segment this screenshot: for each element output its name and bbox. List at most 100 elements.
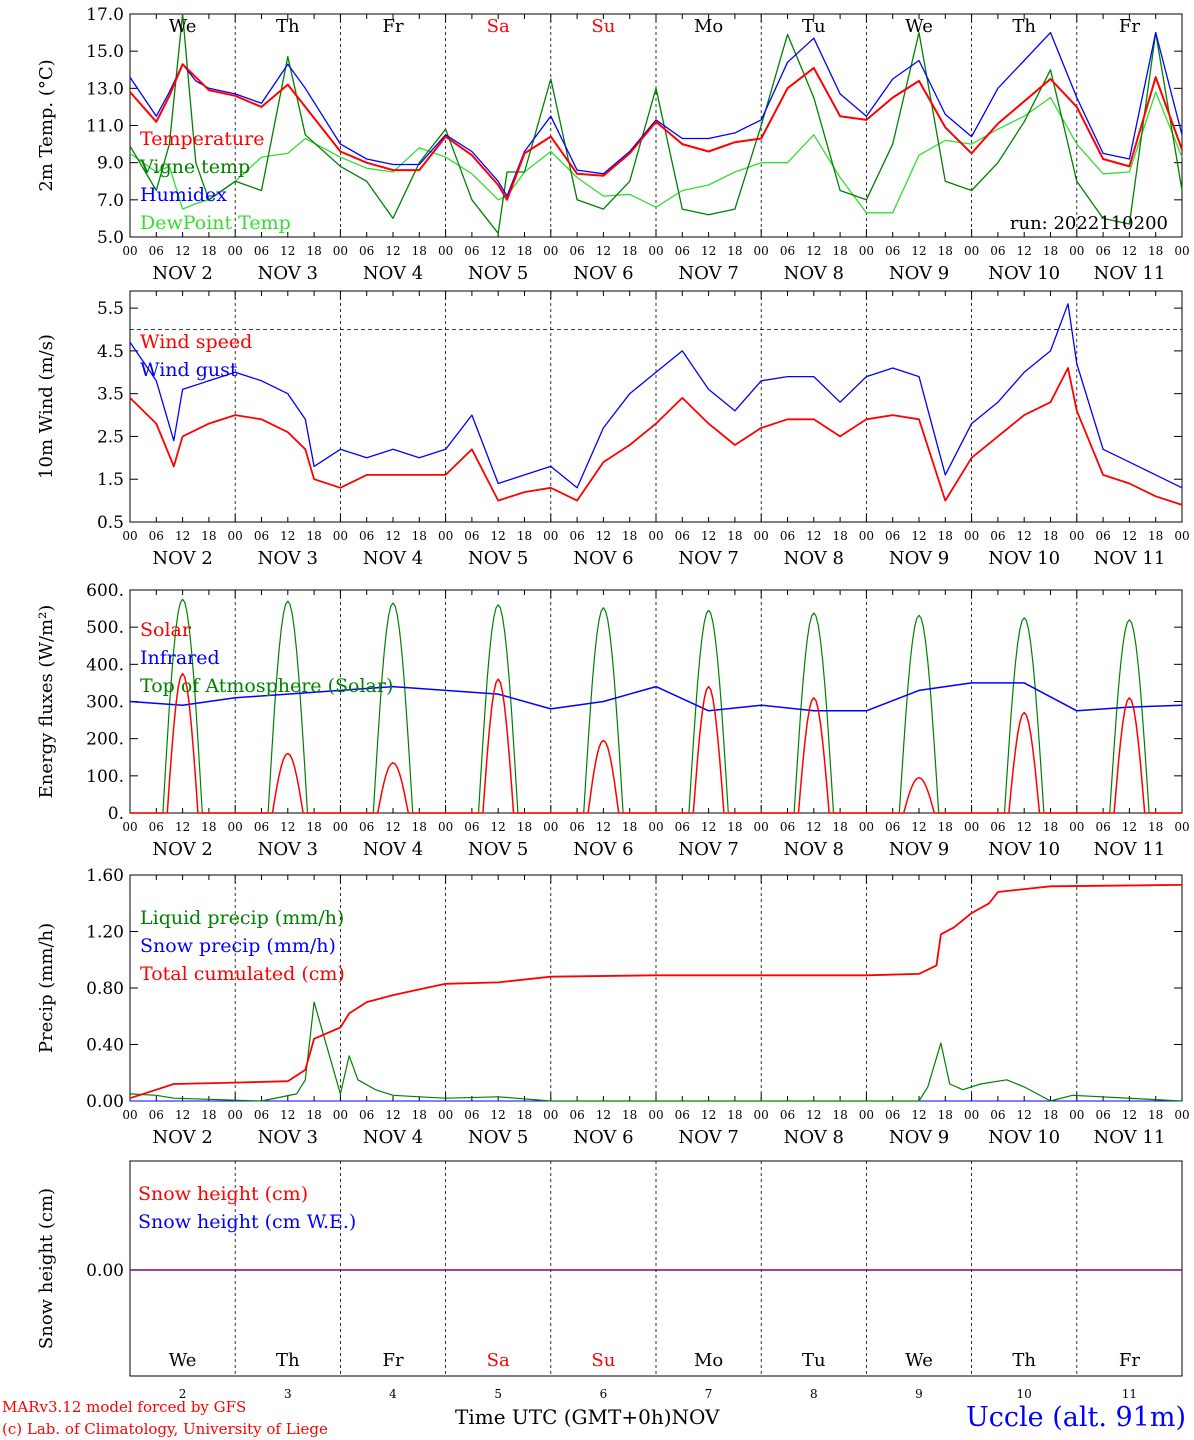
bottom-day-letter: Fr [1119,1350,1140,1371]
hour-tick-label: 12 [596,244,611,258]
hour-tick-label: 06 [780,820,795,834]
hour-tick-label: 00 [543,529,558,543]
bottom-day-number: 9 [915,1387,923,1401]
hour-tick-label: 06 [675,820,690,834]
hour-tick-label: 18 [306,820,321,834]
date-label: NOV 8 [784,839,844,860]
y-tick-label: 3.5 [97,385,124,405]
hour-tick-label: 06 [254,529,269,543]
hour-tick-label: 06 [990,1108,1005,1122]
hour-tick-label: 12 [280,1108,295,1122]
hour-tick-label: 00 [122,529,137,543]
hour-tick-label: 18 [832,244,847,258]
hour-tick-label: 00 [228,244,243,258]
y-tick-label: 1.20 [86,923,124,943]
snow-legend: Snow height (cm) [138,1183,308,1205]
precip-legend: Liquid precip (mm/h) [140,907,344,929]
hour-tick-label: 00 [543,244,558,258]
hour-tick-label: 06 [359,820,374,834]
hour-tick-label: 06 [990,529,1005,543]
run-label: run: 2022110200 [1010,213,1168,234]
date-label: NOV 10 [988,263,1060,284]
hour-tick-label: 12 [280,244,295,258]
hour-tick-label: 18 [1043,1108,1058,1122]
series-liquid-precip [129,1001,1183,1102]
day-letter: Sa [487,16,510,37]
bottom-day-letter: Fr [382,1350,403,1371]
y-tick-label: 17.0 [86,5,124,25]
hour-tick-label: 12 [911,1108,926,1122]
energy-legend: Solar [140,619,192,641]
bottom-day-letter: We [169,1350,197,1371]
hour-tick-label: 00 [438,244,453,258]
hour-tick-label: 12 [806,529,821,543]
hour-tick-label: 06 [780,244,795,258]
y-tick-label: 7.0 [97,191,124,211]
hour-tick-label: 18 [201,1108,216,1122]
hour-tick-label: 00 [754,529,769,543]
hour-tick-label: 00 [964,820,979,834]
date-label: NOV 11 [1093,263,1165,284]
bottom-day-letter: Sa [487,1350,510,1371]
date-label: NOV 11 [1093,1127,1165,1148]
date-label: NOV 6 [573,263,633,284]
bottom-day-number: 4 [389,1387,397,1401]
date-label: NOV 3 [258,1127,318,1148]
hour-tick-label: 18 [1043,529,1058,543]
y-tick-label: 500. [86,618,124,638]
hour-tick-label: 06 [464,1108,479,1122]
hour-tick-label: 18 [622,244,637,258]
y-tick-label: 1.5 [97,470,124,490]
hour-tick-label: 18 [412,529,427,543]
hour-tick-label: 12 [911,529,926,543]
date-label: NOV 6 [573,548,633,569]
temp-legend: Humidex [140,184,227,206]
bottom-day-number: 3 [284,1387,292,1401]
hour-tick-label: 06 [1095,820,1110,834]
hour-tick-label: 12 [491,529,506,543]
temp-legend: DewPoint Temp [140,212,291,234]
hour-tick-label: 12 [1017,529,1032,543]
hour-tick-label: 00 [964,529,979,543]
hour-tick-label: 18 [517,529,532,543]
hour-tick-label: 18 [832,1108,847,1122]
bottom-day-letter: Th [1012,1350,1036,1371]
hour-tick-label: 18 [412,244,427,258]
date-label: NOV 10 [988,548,1060,569]
y-tick-label: 0.5 [97,513,124,533]
hour-tick-label: 06 [254,1108,269,1122]
series-total-cumulated [129,884,1183,1100]
bottom-day-number: 5 [494,1387,502,1401]
hour-tick-label: 12 [280,529,295,543]
hour-tick-label: 06 [464,244,479,258]
date-label: NOV 5 [468,263,528,284]
y-tick-label: 0.00 [86,1092,124,1112]
date-label: NOV 4 [363,548,423,569]
hour-tick-label: 00 [964,244,979,258]
bottom-day-number: 6 [600,1387,608,1401]
y-tick-label: 0.80 [86,979,124,999]
hour-tick-label: 06 [464,820,479,834]
hour-tick-label: 06 [675,529,690,543]
date-label: NOV 5 [468,548,528,569]
hour-tick-label: 18 [412,820,427,834]
hour-tick-label: 00 [754,244,769,258]
hour-tick-label: 00 [1174,529,1189,543]
hour-tick-label: 18 [727,1108,742,1122]
hour-tick-label: 00 [122,244,137,258]
y-tick-label: 1.60 [86,866,124,886]
date-label: NOV 8 [784,1127,844,1148]
hour-tick-label: 12 [1122,529,1137,543]
hour-tick-label: 00 [228,820,243,834]
series-wind-gust [129,303,1183,489]
hour-tick-label: 00 [543,820,558,834]
hour-tick-label: 00 [1069,529,1084,543]
date-label: NOV 2 [152,263,212,284]
hour-tick-label: 12 [385,1108,400,1122]
day-letter: Fr [1119,16,1140,37]
hour-tick-label: 12 [175,529,190,543]
day-letter: We [169,16,197,37]
hour-tick-label: 18 [727,244,742,258]
hour-tick-label: 18 [938,244,953,258]
